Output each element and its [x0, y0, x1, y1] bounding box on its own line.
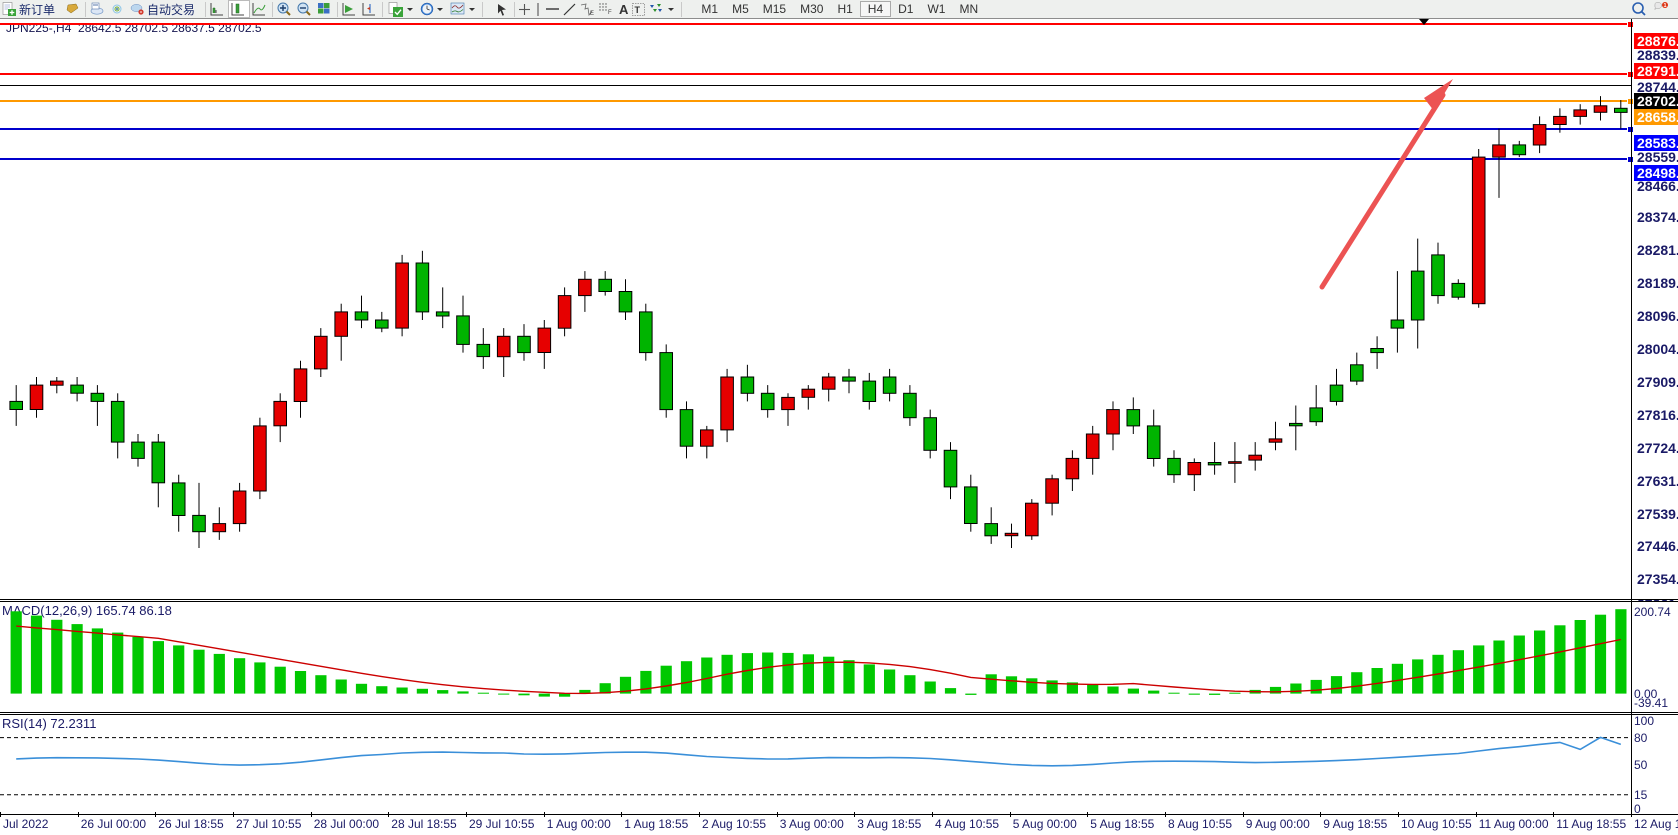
svg-text:T: T [635, 5, 641, 15]
svg-text:1: 1 [1663, 3, 1666, 9]
svg-text:F: F [608, 10, 612, 15]
svg-text:E: E [590, 11, 594, 16]
